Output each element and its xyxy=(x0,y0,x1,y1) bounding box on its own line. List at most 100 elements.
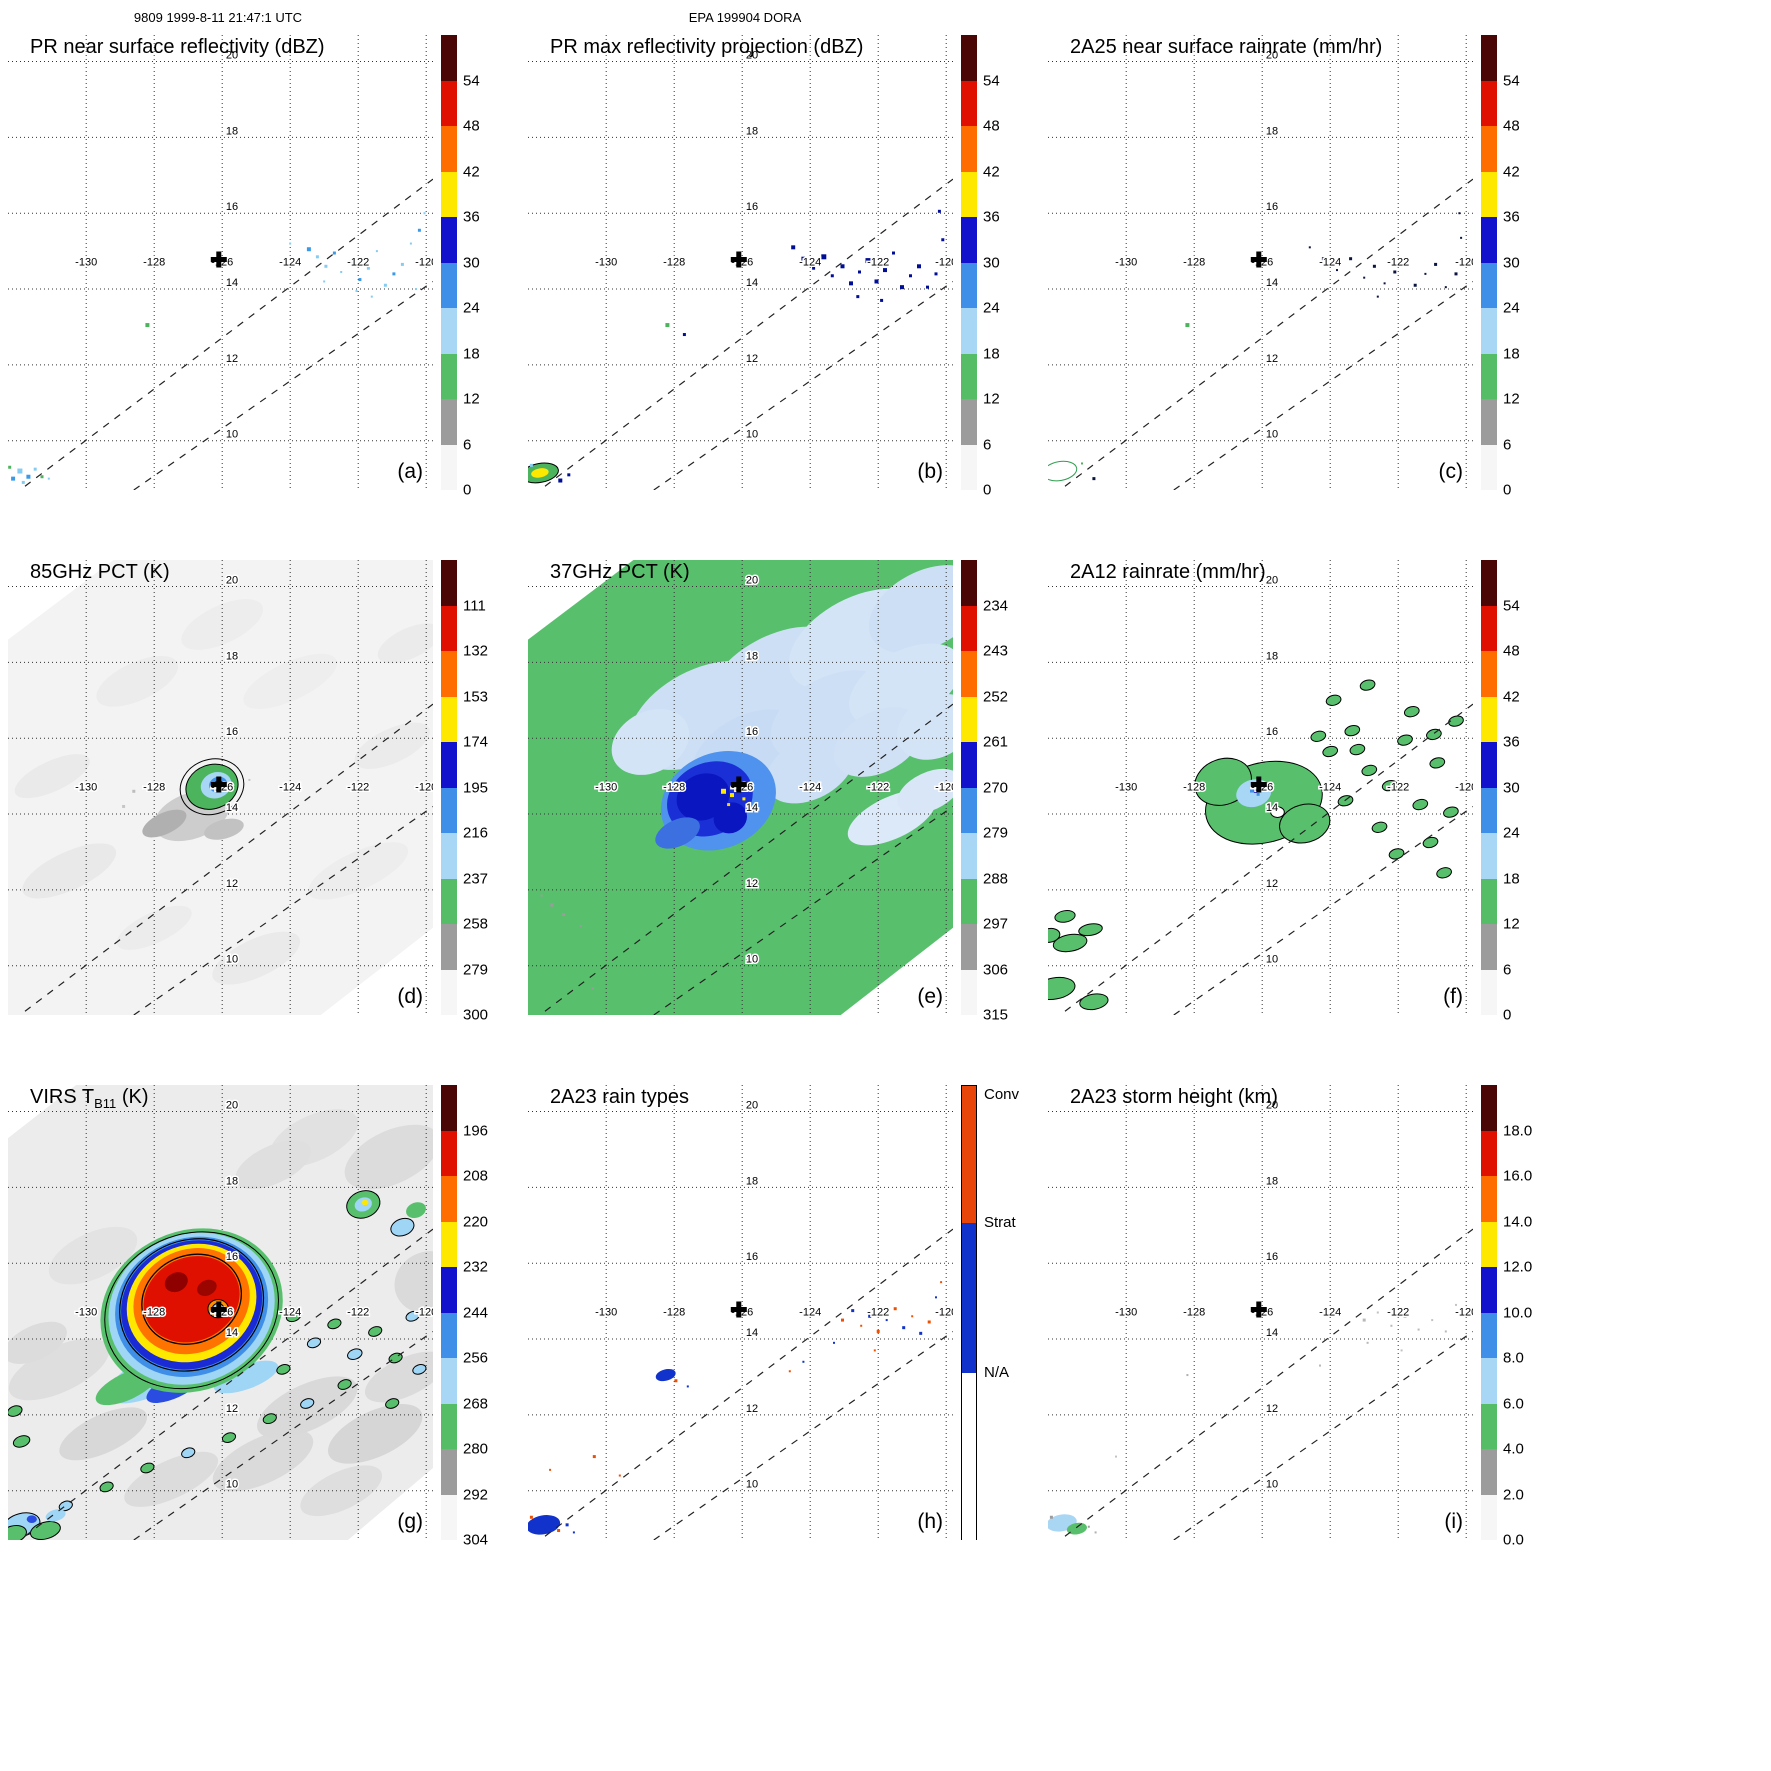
lon-tick-label: -120 xyxy=(415,257,433,269)
colorbar-tick-label: 48 xyxy=(1503,642,1520,660)
panel-letter: (f) xyxy=(1443,985,1463,1008)
panel-i: 2A23 storm height (km) -130 -128 -126 -124 -1… xyxy=(1040,1080,1560,1605)
colorbar-segment xyxy=(1481,35,1497,81)
lat-tick-label: 16 xyxy=(226,201,238,213)
colorbar-segment xyxy=(1481,1358,1497,1404)
panel-e: 37GHz PCT (K)-130-128-126-124-122-120101… xyxy=(520,555,1040,1080)
lat-tick-label: 18 xyxy=(746,1175,758,1187)
panel-g-colorbar: 196 208 220 232 244 256 268 280 292 304 xyxy=(441,1085,488,1549)
lon-tick-label: -120 xyxy=(935,257,953,269)
lat-tick-label: 14 xyxy=(226,1327,238,1339)
colorbar-segment xyxy=(441,171,457,217)
lon-tick-label: -124 xyxy=(1319,1307,1341,1319)
lon-tick-label: -122 xyxy=(1387,257,1409,269)
lon-tick-label: -128 xyxy=(143,782,165,794)
panel-f-map: -130-128-126-124-122-120101214161820(f) xyxy=(1048,560,1473,1015)
lon-tick-label: -130 xyxy=(75,257,97,269)
colorbar-tick-label: 0.0 xyxy=(1503,1531,1524,1549)
colorbar-segment xyxy=(961,878,977,924)
panel-i-colorbar: 18.0 16.0 14.0 12.0 10.0 8.0 6.0 4.0 2.0 0.0 xyxy=(1481,1085,1532,1549)
lon-tick-label: -130 xyxy=(1115,782,1137,794)
panel-e-title: 37GHz PCT (K) xyxy=(550,561,690,583)
lon-tick-label: -122 xyxy=(1387,782,1409,794)
tick-labels: -130-128-126-124-122-120101214161820 xyxy=(74,573,433,967)
colorbar-segment-conv xyxy=(962,1086,976,1223)
lon-tick-label: -120 xyxy=(1455,782,1473,794)
storm-center-marker xyxy=(730,251,747,268)
colorbar-segment xyxy=(441,35,457,81)
lat-tick-label: 10 xyxy=(746,1479,758,1491)
lat-tick-label: 14 xyxy=(746,1327,758,1339)
lat-tick-label: 10 xyxy=(226,954,238,966)
colorbar-segment xyxy=(441,353,457,399)
tick-labels: -130-128-126-124-122-120101214161820 xyxy=(1114,48,1473,442)
data-field xyxy=(528,1281,943,1535)
lon-tick-label: -120 xyxy=(1455,1307,1473,1319)
colorbar-segment xyxy=(961,444,977,490)
panel-c-colorbar: 54 48 42 36 30 24 18 12 6 0 xyxy=(1481,35,1520,499)
colorbar-segment xyxy=(961,969,977,1015)
colorbar-segment xyxy=(441,833,457,879)
lat-tick-label: 16 xyxy=(746,1251,758,1263)
colorbar-tick-label: 232 xyxy=(463,1258,489,1276)
orbit-datetime-label: 9809 1999-8-11 21:47:1 UTC xyxy=(133,10,303,25)
panel-h-title: 2A23 rain types xyxy=(550,1086,689,1108)
colorbar-tick-label: 2.0 xyxy=(1503,1486,1524,1503)
lat-tick-label: 10 xyxy=(1266,429,1278,441)
lat-tick-label: 10 xyxy=(226,1479,238,1491)
colorbar-tick-label: 18.0 xyxy=(1503,1122,1533,1139)
colorbar-segment xyxy=(441,696,457,742)
colorbar-tick-label: 18 xyxy=(1503,345,1520,362)
panel-letter: (g) xyxy=(397,1510,423,1533)
storm-center-marker xyxy=(1250,251,1267,268)
colorbar-segment xyxy=(1481,742,1497,788)
lat-tick-label: 12 xyxy=(746,1403,758,1415)
lon-tick-label: -124 xyxy=(799,782,821,794)
colorbar-segment xyxy=(1481,171,1497,217)
colorbar-tick-label: 48 xyxy=(463,117,480,135)
panel-i-title: 2A23 storm height (km) xyxy=(1070,1086,1278,1108)
lon-tick-label: -128 xyxy=(663,257,685,269)
lat-tick-label: 14 xyxy=(1266,277,1278,289)
lat-tick-label: 12 xyxy=(226,1403,238,1415)
panel-letter: (i) xyxy=(1444,1510,1463,1533)
colorbar-tick-label: 14.0 xyxy=(1503,1213,1533,1230)
lon-tick-label: -122 xyxy=(347,257,369,269)
colorbar-segment xyxy=(961,399,977,445)
lon-tick-label: -130 xyxy=(595,257,617,269)
colorbar-segment xyxy=(1481,878,1497,924)
data-field xyxy=(528,209,945,484)
lat-tick-label: 16 xyxy=(226,726,238,738)
lon-tick-label: -124 xyxy=(799,257,821,269)
colorbar-segment xyxy=(441,605,457,651)
colorbar-segment xyxy=(1481,1403,1497,1449)
lat-tick-label: 14 xyxy=(226,277,238,289)
lon-tick-label: -122 xyxy=(347,1307,369,1319)
colorbar-tick-label: 6 xyxy=(983,436,992,453)
colorbar-segment xyxy=(1481,444,1497,490)
lat-tick-label: 20 xyxy=(1266,50,1278,62)
colorbar-segment xyxy=(961,560,977,606)
lon-tick-label: -128 xyxy=(143,257,165,269)
lon-tick-label: -124 xyxy=(279,1307,301,1319)
colorbar-tick-label: 292 xyxy=(463,1486,489,1503)
colorbar-segment xyxy=(1481,217,1497,263)
colorbar-segment xyxy=(961,787,977,833)
tick-labels: -130-128-126-124-122-120101214161820 xyxy=(74,1098,433,1492)
panel-g-title: VIRS TB11 (K) xyxy=(30,1086,148,1111)
colorbar-tick-label: 300 xyxy=(463,1006,489,1024)
lat-tick-label: 14 xyxy=(1266,1327,1278,1339)
colorbar-tick-label: 12 xyxy=(983,390,1000,408)
graticule xyxy=(528,1085,953,1540)
colorbar-tick-label: 304 xyxy=(463,1531,489,1549)
colorbar-tick-label: 6 xyxy=(463,436,472,453)
swath-edge-lines xyxy=(1064,703,1473,1015)
lon-tick-label: -128 xyxy=(1183,782,1205,794)
colorbar-segment xyxy=(961,605,977,651)
colorbar-tick-label: 54 xyxy=(463,72,480,89)
colorbar-tick-label: 36 xyxy=(463,208,480,226)
colorbar-segment xyxy=(441,878,457,924)
lon-tick-label: -122 xyxy=(867,782,889,794)
lon-tick-label: -130 xyxy=(75,1307,97,1319)
lat-tick-label: 12 xyxy=(226,353,238,365)
